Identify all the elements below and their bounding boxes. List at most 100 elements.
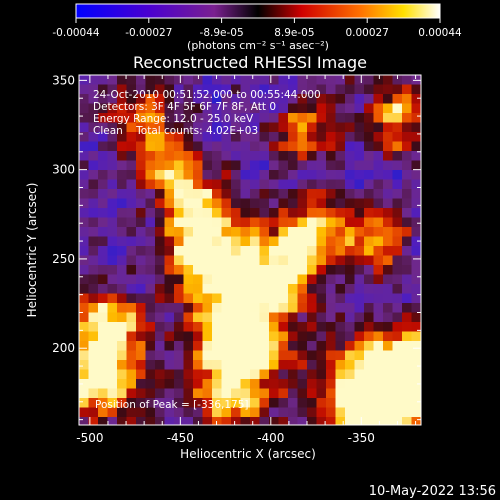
heatmap-pixel [364, 341, 375, 352]
heatmap-pixel [402, 274, 413, 285]
heatmap-pixel [411, 132, 421, 143]
heatmap-pixel [326, 103, 337, 114]
heatmap-pixel [383, 350, 394, 361]
heatmap-pixel [126, 122, 137, 133]
heatmap-pixel [193, 132, 204, 143]
heatmap-pixel [155, 151, 166, 162]
heatmap-pixel [193, 350, 204, 361]
heatmap-pixel [79, 312, 90, 323]
heatmap-pixel [193, 303, 204, 314]
heatmap-pixel [107, 265, 118, 276]
heatmap-pixel [221, 350, 232, 361]
heatmap-pixel [202, 227, 213, 238]
heatmap-pixel [259, 170, 270, 181]
heatmap-pixel [364, 331, 375, 342]
x-tick-label: -500 [76, 431, 103, 445]
heatmap-pixel [383, 122, 394, 133]
heatmap-pixel [79, 265, 90, 276]
heatmap-pixel [297, 293, 308, 304]
heatmap-pixel [98, 208, 109, 219]
heatmap-pixel [174, 246, 185, 257]
heatmap-pixel [88, 360, 99, 371]
heatmap-pixel [193, 274, 204, 285]
heatmap-pixel [297, 312, 308, 323]
heatmap-pixel [335, 217, 346, 228]
heatmap-pixel [174, 284, 185, 295]
heatmap-pixel [98, 122, 109, 133]
heatmap-pixel [202, 160, 213, 171]
heatmap-pixel [269, 151, 280, 162]
heatmap-pixel [269, 303, 280, 314]
heatmap-pixel [250, 208, 261, 219]
heatmap-pixel [278, 170, 289, 181]
heatmap-pixel [411, 303, 421, 314]
heatmap-pixel [107, 284, 118, 295]
heatmap-pixel [250, 265, 261, 276]
heatmap-pixel [212, 407, 223, 418]
heatmap-pixel [88, 189, 99, 200]
heatmap-pixel [231, 265, 242, 276]
heatmap-pixel [145, 75, 156, 86]
heatmap-pixel [288, 350, 299, 361]
heatmap-pixel [79, 227, 90, 238]
heatmap-pixel [316, 132, 327, 143]
heatmap-pixel [98, 189, 109, 200]
heatmap-pixel [269, 255, 280, 266]
heatmap-pixel [402, 160, 413, 171]
heatmap-pixel [278, 122, 289, 133]
heatmap-pixel [297, 255, 308, 266]
heatmap-pixel [193, 217, 204, 228]
heatmap-pixel [288, 94, 299, 105]
heatmap-pixel [250, 407, 261, 418]
heatmap-pixel [164, 94, 175, 105]
heatmap-pixel [79, 170, 90, 181]
heatmap-pixel [88, 151, 99, 162]
heatmap-pixel [307, 160, 318, 171]
heatmap-pixel [174, 236, 185, 247]
heatmap-pixel [183, 208, 194, 219]
heatmap-pixel [354, 388, 365, 399]
colorbar-tick-label: -0.00027 [125, 27, 172, 39]
heatmap-pixel [164, 75, 175, 86]
heatmap-pixel [335, 284, 346, 295]
heatmap-pixel [288, 284, 299, 295]
heatmap-pixel [212, 341, 223, 352]
heatmap-pixel [373, 189, 384, 200]
heatmap-pixel [164, 103, 175, 114]
heatmap-pixel [183, 198, 194, 209]
heatmap-pixel [364, 369, 375, 380]
heatmap-pixel [250, 331, 261, 342]
heatmap-pixel [288, 217, 299, 228]
heatmap-pixel [136, 398, 147, 409]
heatmap-pixel [402, 350, 413, 361]
heatmap-pixel [345, 141, 356, 152]
heatmap-pixel [155, 160, 166, 171]
heatmap-pixel [392, 341, 403, 352]
heatmap-pixel [174, 331, 185, 342]
heatmap-pixel [411, 369, 421, 380]
heatmap-pixel [269, 388, 280, 399]
heatmap-pixel [335, 122, 346, 133]
heatmap-pixel [126, 341, 137, 352]
heatmap-pixel [383, 284, 394, 295]
heatmap-pixel [345, 398, 356, 409]
heatmap-pixel [117, 179, 128, 190]
heatmap-pixel [79, 246, 90, 257]
heatmap-pixel [250, 198, 261, 209]
heatmap-pixel [259, 274, 270, 285]
heatmap-pixel [288, 122, 299, 133]
heatmap-pixel [155, 407, 166, 418]
heatmap-pixel [364, 113, 375, 124]
heatmap-pixel [297, 360, 308, 371]
heatmap-pixel [307, 265, 318, 276]
heatmap-pixel [392, 179, 403, 190]
y-tick-label: 200 [52, 341, 75, 355]
heatmap-pixel [136, 170, 147, 181]
heatmap-pixel [88, 94, 99, 105]
heatmap-pixel [145, 94, 156, 105]
heatmap-pixel [288, 312, 299, 323]
heatmap-pixel [316, 94, 327, 105]
heatmap-pixel [107, 179, 118, 190]
heatmap-pixel [316, 407, 327, 418]
heatmap-pixel [155, 94, 166, 105]
